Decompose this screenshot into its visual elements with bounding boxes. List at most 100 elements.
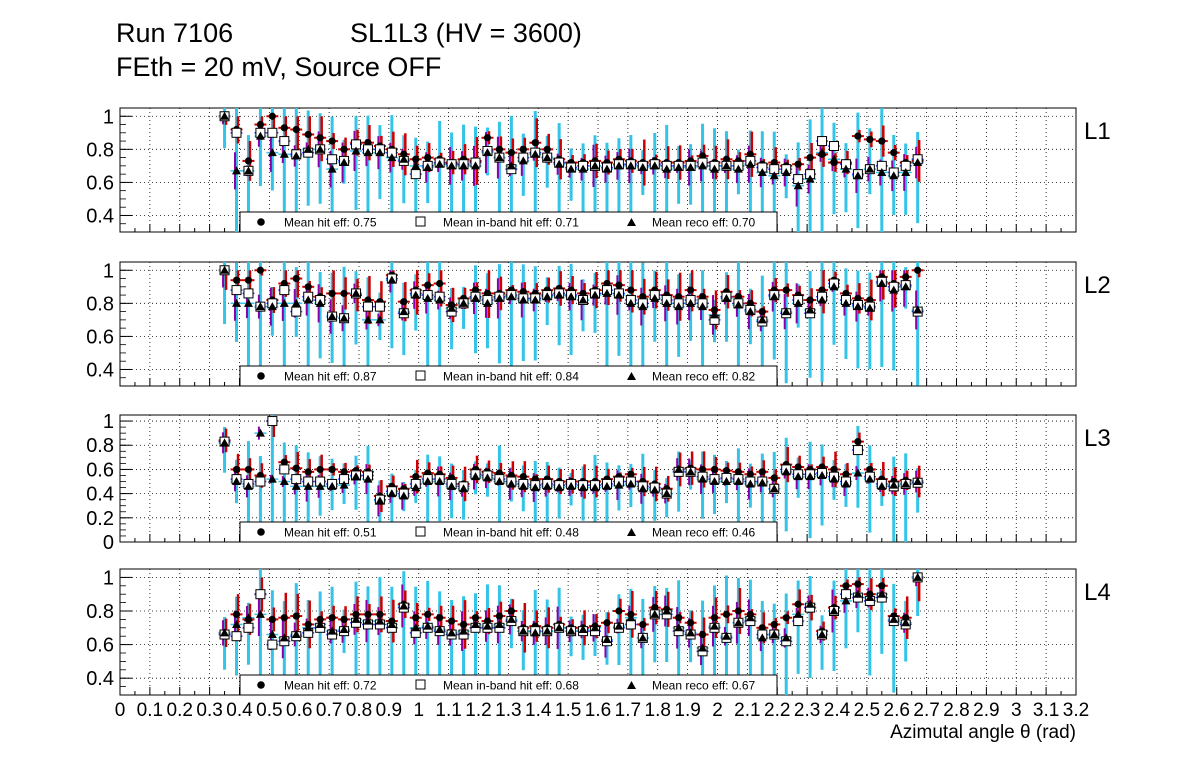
legend-hit-marker — [257, 372, 265, 380]
reco-marker — [303, 481, 313, 490]
x-tick-label: 1.3 — [495, 700, 521, 721]
hit-marker — [316, 465, 324, 474]
reco-marker — [518, 481, 528, 490]
reco-marker — [710, 310, 720, 319]
reco-marker — [423, 163, 433, 172]
x-tick-label: 1.6 — [585, 700, 611, 721]
hit-marker — [830, 465, 838, 474]
hit-marker — [495, 145, 504, 153]
y-tick-label: 0.2 — [86, 508, 114, 530]
x-tick-label: 1.8 — [645, 700, 671, 721]
hit-marker — [687, 286, 695, 294]
hit-marker — [400, 298, 408, 306]
reco-marker — [315, 144, 325, 153]
reco-marker — [554, 159, 564, 168]
legend-inband-marker — [415, 526, 426, 537]
reco-marker — [674, 623, 684, 632]
legend-box — [239, 521, 778, 543]
reco-marker — [339, 480, 349, 489]
reco-marker — [769, 484, 779, 493]
x-tick-label: 2.8 — [943, 700, 969, 721]
hit-marker — [782, 614, 790, 622]
reco-marker — [757, 478, 767, 487]
hit-marker — [232, 276, 241, 284]
reco-marker — [315, 619, 325, 628]
reco-marker — [626, 613, 636, 622]
reco-marker — [232, 477, 242, 486]
reco-marker — [650, 293, 660, 302]
reco-marker — [793, 298, 803, 307]
reco-marker — [578, 295, 588, 304]
reco-marker — [889, 480, 899, 489]
reco-marker — [901, 479, 911, 488]
x-tick-label: 1.2 — [465, 700, 491, 721]
hit-marker — [615, 281, 623, 289]
y-tick-label: 0.4 — [86, 668, 114, 690]
reco-marker — [399, 307, 409, 316]
reco-marker — [733, 300, 743, 309]
reco-marker — [710, 164, 720, 173]
reco-marker — [578, 164, 588, 173]
reco-marker — [363, 474, 373, 483]
hit-marker — [710, 614, 719, 622]
reco-marker — [662, 489, 672, 498]
reco-marker — [602, 635, 612, 644]
reco-marker — [255, 131, 265, 140]
hit-marker — [448, 617, 456, 625]
reco-marker — [602, 164, 612, 173]
inband-marker — [852, 445, 863, 456]
y-tick-label: 0.8 — [86, 601, 114, 623]
reco-marker — [220, 438, 230, 447]
x-tick-label: 0.9 — [376, 700, 402, 721]
reco-marker — [853, 302, 863, 311]
reco-marker — [757, 167, 767, 176]
x-tick-label: 0.6 — [286, 700, 312, 721]
reco-marker — [805, 599, 815, 608]
inband-marker — [231, 631, 242, 642]
x-tick-label: 0.3 — [196, 700, 222, 721]
reco-marker — [566, 164, 576, 173]
hit-marker — [794, 463, 802, 471]
reco-marker — [626, 161, 636, 170]
hit-marker — [794, 160, 802, 168]
reco-marker — [339, 158, 349, 167]
reco-marker — [578, 624, 588, 633]
y-tick-label: 1 — [103, 567, 114, 589]
reco-marker — [590, 623, 600, 632]
legend-hit-marker — [257, 681, 265, 689]
legend-reco-text: Mean reco eff: 0.46 — [652, 526, 756, 540]
hit-marker — [232, 610, 241, 618]
inband-marker — [279, 136, 290, 147]
reco-marker — [626, 479, 636, 488]
reco-marker — [435, 477, 445, 486]
inband-marker — [255, 589, 266, 600]
reco-marker — [686, 163, 696, 172]
reco-marker — [542, 481, 552, 490]
reco-marker — [913, 158, 923, 167]
reco-marker — [662, 164, 672, 173]
legend-hit-text: Mean hit eff: 0.75 — [284, 216, 377, 230]
reco-marker — [913, 572, 923, 581]
legend-reco-text: Mean reco eff: 0.70 — [652, 216, 756, 230]
inband-marker — [267, 416, 278, 427]
reco-marker — [423, 477, 433, 486]
reco-marker — [327, 312, 337, 321]
reco-marker — [494, 153, 504, 162]
hit-marker — [292, 612, 300, 620]
inband-marker — [410, 169, 421, 180]
panel-l2: 0.4 0.6 0.8 1 L2 Mean hit eff: 0.87 Mean in-ba… — [86, 260, 1111, 387]
reco-marker — [327, 164, 337, 173]
x-tick-label: 2.1 — [734, 700, 760, 721]
reco-marker — [662, 298, 672, 307]
panel-label: L4 — [1084, 579, 1111, 606]
hit-marker — [698, 465, 707, 474]
x-tick-label: 0.4 — [226, 700, 253, 721]
reco-marker — [841, 164, 851, 173]
reco-marker — [721, 631, 731, 640]
reco-marker — [506, 292, 516, 301]
hit-marker — [280, 124, 288, 132]
reco-marker — [554, 623, 564, 632]
reco-marker — [554, 290, 564, 299]
reco-marker — [423, 293, 433, 302]
legend-inband-marker — [415, 216, 426, 227]
